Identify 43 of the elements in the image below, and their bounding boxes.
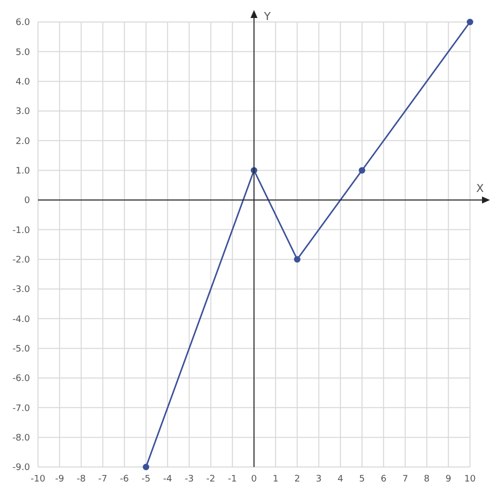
y-tick-label: 2.0 xyxy=(16,136,30,147)
x-tick-label: 3 xyxy=(316,474,322,484)
y-tick-label: -5.0 xyxy=(12,344,30,355)
x-tick-label: 2 xyxy=(294,474,300,484)
x-tick-label: -4 xyxy=(163,474,172,484)
point xyxy=(358,167,366,174)
y-tick-label: 4.0 xyxy=(16,78,30,88)
x-tick-label: 10 xyxy=(464,474,476,484)
x-tick-label: -6 xyxy=(120,474,130,484)
x-tick-label: 5 xyxy=(359,474,365,484)
x-tick-label: -1 xyxy=(228,474,237,484)
x-tick-label: -3 xyxy=(184,474,194,484)
x-tick-label: -10 xyxy=(30,474,46,484)
point xyxy=(142,464,150,470)
point xyxy=(466,18,474,26)
x-tick-label: 6 xyxy=(380,474,387,484)
x-tick-label: 4 xyxy=(338,474,344,484)
x-tick-label: -9 xyxy=(55,474,64,484)
x-tick-label: 9 xyxy=(446,474,452,484)
x-tick-label: -8 xyxy=(76,474,86,484)
y-axis-title: Y xyxy=(263,10,271,23)
y-tick-label: 5.0 xyxy=(16,48,30,58)
y-tick-label: 1.0 xyxy=(16,166,30,177)
point xyxy=(294,256,300,263)
x-tick-label: -5 xyxy=(142,474,150,484)
y-tick-label: 6.0 xyxy=(16,18,30,28)
y-tick-label: -8.0 xyxy=(12,434,30,444)
y-tick-label: -1.0 xyxy=(12,226,30,236)
x-tick-label: 8 xyxy=(424,474,430,484)
y-tick-label: -2.0 xyxy=(12,256,30,266)
x-tick-label: 0 xyxy=(251,474,258,484)
y-tick-label: 3.0 xyxy=(16,107,30,118)
x-tick-label: 7 xyxy=(402,474,408,484)
y-tick-label: 0 xyxy=(24,196,30,206)
y-tick-label: -9.0 xyxy=(12,463,30,474)
x-axis-title: X xyxy=(476,182,484,195)
y-tick-label: -6.0 xyxy=(12,374,30,384)
y-tick-label: -3.0 xyxy=(12,285,30,296)
x-tick-label: 1 xyxy=(272,474,278,484)
y-tick-label: -4.0 xyxy=(12,314,30,325)
x-tick-label: -2 xyxy=(206,474,216,484)
y-tick-label: -7.0 xyxy=(12,404,30,414)
x-tick-label: -7 xyxy=(98,474,108,484)
